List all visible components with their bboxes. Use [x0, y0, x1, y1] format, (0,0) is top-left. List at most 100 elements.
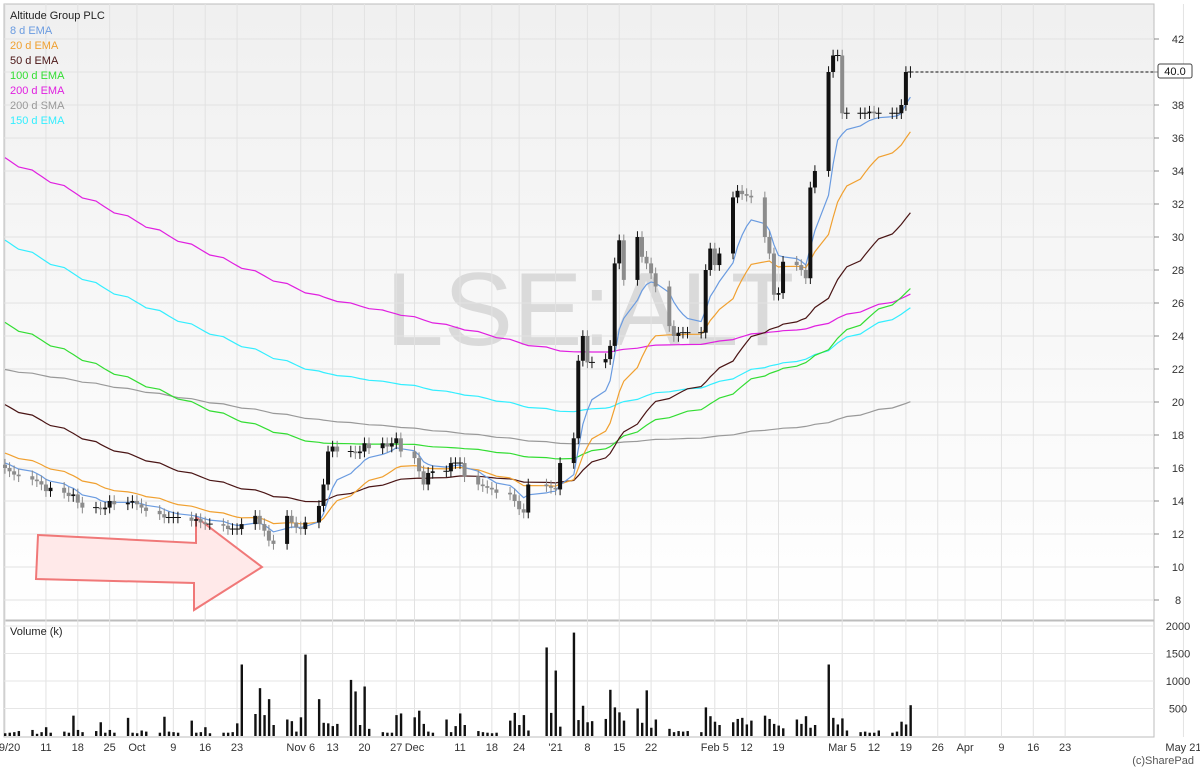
candle-body	[80, 502, 85, 508]
volume-bar	[463, 725, 466, 736]
candle-body	[417, 458, 422, 472]
price-tick-label: 30	[1172, 232, 1184, 244]
volume-tick-label: 1000	[1166, 676, 1190, 688]
candle-body	[225, 525, 230, 530]
date-tick-label: 23	[1059, 742, 1071, 754]
date-tick-label: 8	[584, 742, 590, 754]
candle-body	[735, 190, 740, 198]
candle-body	[221, 524, 226, 526]
volume-bar	[381, 732, 385, 736]
candle-body	[612, 263, 617, 346]
volume-bar	[126, 717, 130, 736]
price-tick-label: 38	[1172, 100, 1184, 112]
volume-bar	[31, 729, 34, 736]
volume-bar	[272, 725, 275, 736]
volume-bar	[877, 730, 880, 736]
volume-bar	[145, 731, 148, 736]
candle-body	[840, 55, 845, 114]
price-tick-label: 24	[1172, 331, 1184, 343]
volume-bar	[208, 733, 212, 736]
volume-bar	[222, 732, 225, 736]
volume-bar	[477, 731, 480, 736]
legend-entry: 200 d SMA	[10, 100, 65, 112]
date-tick-label: Feb 5	[701, 742, 729, 754]
candle-body	[3, 464, 7, 468]
price-tick-label: 22	[1172, 364, 1184, 376]
candle-body	[617, 240, 622, 264]
volume-bar	[386, 732, 389, 736]
date-tick-label: 11	[454, 742, 465, 754]
volume-bar	[654, 719, 658, 736]
candle-body	[576, 360, 581, 439]
volume-bar	[895, 731, 899, 736]
volume-panel	[3, 620, 1155, 738]
volume-bar	[399, 713, 403, 736]
candle-body	[34, 479, 39, 482]
volume-bar	[550, 712, 553, 736]
volume-bar	[618, 712, 621, 736]
volume-bar	[577, 720, 580, 736]
candle-body	[644, 256, 649, 264]
watermark: LSE:ALT	[386, 252, 794, 368]
price-tick-label: 32	[1172, 199, 1184, 211]
volume-bar	[167, 731, 171, 736]
volume-bars	[4, 632, 912, 736]
candle-body	[66, 492, 71, 497]
volume-bar	[236, 723, 239, 736]
candle-body	[385, 443, 390, 447]
volume-bar	[49, 732, 52, 736]
candle-body	[112, 501, 117, 505]
volume-bar	[267, 699, 271, 736]
price-tick-label: 26	[1172, 298, 1184, 310]
volume-bar	[445, 719, 448, 736]
date-tick-label: 18	[486, 742, 498, 754]
volume-bar	[40, 732, 43, 736]
price-tick-label: 42	[1172, 34, 1184, 46]
candle-body	[521, 509, 526, 513]
volume-bar	[349, 679, 353, 736]
candle-body	[831, 55, 836, 72]
price-tick-label: 10	[1172, 562, 1184, 574]
ma-line	[4, 288, 911, 460]
volume-bar	[172, 732, 175, 736]
date-tick-label: 12	[741, 742, 753, 754]
date-tick-label: Oct	[128, 742, 145, 754]
volume-bar	[449, 732, 453, 736]
price-axis: 81012141618202224262830323436384042	[1154, 34, 1184, 607]
candle-body	[130, 501, 135, 503]
volume-bar	[559, 726, 562, 736]
candle-body	[134, 501, 139, 505]
volume-bar	[772, 723, 776, 736]
date-tick-label: 18	[72, 742, 84, 754]
volume-bar	[700, 732, 703, 736]
volume-label: Volume (k)	[10, 626, 63, 638]
volume-bar	[832, 717, 835, 736]
arrow-annotation	[34, 514, 264, 612]
candle-body	[744, 194, 749, 196]
candle-body	[708, 248, 713, 270]
volume-bar	[718, 725, 721, 736]
volume-bar	[140, 730, 143, 736]
volume-bar	[554, 670, 557, 736]
volume-bar	[67, 732, 71, 736]
volume-bar	[176, 732, 180, 736]
candle-body	[321, 484, 326, 506]
candle-body	[712, 248, 717, 266]
price-tick-label: 16	[1172, 463, 1184, 475]
volume-bar	[108, 729, 112, 736]
volume-bar	[44, 727, 48, 736]
volume-bar	[672, 732, 676, 736]
candle-body	[485, 486, 490, 488]
volume-bar	[645, 690, 648, 736]
candle-body	[476, 476, 481, 485]
candle-body	[653, 273, 658, 287]
volume-bar	[199, 732, 203, 736]
candle-body	[257, 515, 262, 525]
candle-body	[794, 261, 799, 266]
legend-entry: 20 d EMA	[10, 40, 59, 52]
date-tick-label: '21	[548, 742, 562, 754]
candle-body	[771, 253, 776, 295]
volume-bar	[63, 731, 66, 736]
candle-body	[740, 190, 745, 195]
volume-bar	[72, 715, 75, 736]
